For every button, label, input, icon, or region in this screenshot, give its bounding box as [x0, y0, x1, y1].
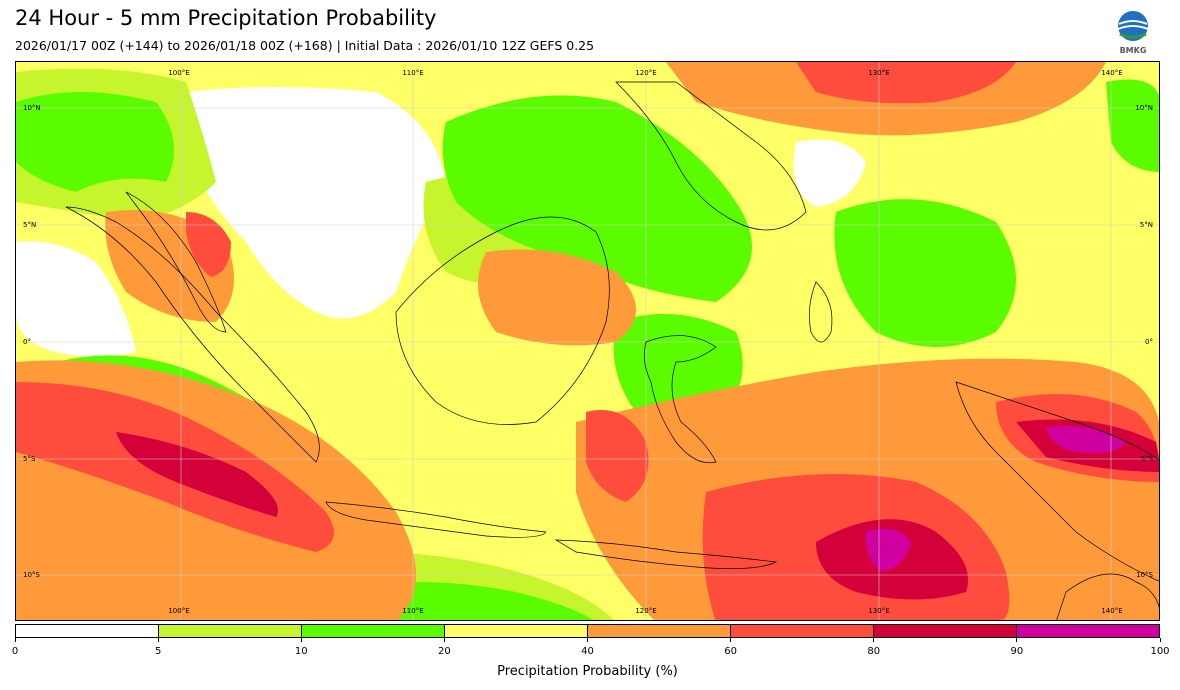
- map-gridlines: [16, 62, 1159, 620]
- colorbar-tick-label: 5: [154, 646, 162, 657]
- lat-label-right: 0°: [1145, 338, 1153, 346]
- colorbar-segment: [16, 625, 159, 637]
- coast-malaya: [125, 191, 227, 333]
- field-10-20-ne-corner: [1106, 79, 1159, 172]
- map-canvas: 100°E 110°E 120°E 130°E 140°E 100°E 110°…: [16, 62, 1159, 620]
- precipitation-map[interactable]: 100°E 110°E 120°E 130°E 140°E 100°E 110°…: [15, 61, 1160, 621]
- lat-label-right: 10°S: [1136, 571, 1153, 579]
- lon-label-top: 110°E: [402, 69, 423, 77]
- lat-label-left: 5°S: [23, 455, 36, 463]
- colorbar-tick-mark: [1159, 638, 1161, 642]
- lon-label-top: 100°E: [168, 69, 189, 77]
- field-90-100-timor: [865, 528, 911, 572]
- field-60-80-malaya: [186, 212, 231, 277]
- lon-label-bottom: 100°E: [168, 607, 189, 615]
- colorbar-segment: [874, 625, 1017, 637]
- coast-philippines: [615, 81, 807, 231]
- coast-borneo: [395, 216, 610, 425]
- field-0-5-andaman: [16, 241, 136, 357]
- colorbar-tick-mark: [157, 638, 159, 642]
- lon-label-top: 140°E: [1101, 69, 1122, 77]
- logo-text: BMKG: [1120, 46, 1147, 55]
- coast-papua: [955, 381, 1159, 582]
- coast-sulawesi: [644, 335, 717, 464]
- field-80-90-java-sea: [116, 432, 278, 517]
- colorbar-tick-label: 100: [1150, 646, 1170, 657]
- lat-label-right: 10°N: [1135, 104, 1153, 112]
- colorbar-tick-label: 90: [1010, 646, 1024, 657]
- lon-label-bottom: 140°E: [1101, 607, 1122, 615]
- colorbar-segment: [159, 625, 302, 637]
- colorbar-tick-mark: [730, 638, 732, 642]
- colorbar-tick-label: 60: [724, 646, 737, 657]
- colorbar-label: Precipitation Probability (%): [497, 664, 678, 679]
- lat-label-right: 5°S: [1141, 455, 1154, 463]
- bmkg-logo-icon: BMKG: [1117, 11, 1149, 55]
- colorbar-segment: [588, 625, 731, 637]
- coast-nusa-tenggara: [554, 539, 778, 569]
- colorbar-segment: [1017, 625, 1159, 637]
- colorbar-segment: [731, 625, 874, 637]
- field-10-20-east: [834, 199, 1016, 347]
- colorbar-segment: [445, 625, 588, 637]
- colorbar-tick-mark: [443, 638, 445, 642]
- lon-label-bottom: 120°E: [635, 607, 656, 615]
- colorbar-tick-label: 10: [294, 646, 308, 657]
- field-40-60-borneo: [478, 249, 636, 346]
- lat-label-left: 10°N: [23, 104, 41, 112]
- colorbar-tick-label: 0: [11, 646, 19, 657]
- coastlines: [65, 81, 1159, 620]
- colorbar-tick-mark: [1016, 638, 1018, 642]
- coast-java: [325, 501, 547, 538]
- lon-label-top: 130°E: [868, 69, 889, 77]
- colorbar-tick-label: 80: [867, 646, 881, 657]
- coast-halmahera: [809, 281, 833, 343]
- field-0-5-east: [793, 139, 866, 207]
- coast-sumatra: [65, 206, 320, 463]
- axis-labels: 100°E 110°E 120°E 130°E 140°E 100°E 110°…: [23, 69, 1154, 615]
- lat-label-left: 5°N: [23, 221, 36, 229]
- field-10-20-borneo-north: [442, 95, 752, 302]
- colorbar: [15, 624, 1160, 638]
- colorbar-tick-mark: [300, 638, 302, 642]
- lon-label-top: 120°E: [635, 69, 656, 77]
- field-10-20-north: [16, 92, 174, 192]
- field-0-5-south-china-sea: [184, 87, 446, 319]
- chart-subtitle: 2026/01/17 00Z (+144) to 2026/01/18 00Z …: [15, 38, 595, 53]
- colorbar-segment: [302, 625, 445, 637]
- coast-australia: [1056, 573, 1159, 620]
- lon-label-bottom: 130°E: [868, 607, 889, 615]
- colorbar-tick-label: 20: [438, 646, 451, 657]
- lat-label-left: 0°: [23, 338, 31, 346]
- lat-label-left: 10°S: [23, 571, 40, 579]
- chart-title: 24 Hour - 5 mm Precipitation Probability: [15, 6, 437, 30]
- colorbar-tick-label: 40: [581, 646, 594, 657]
- colorbar-tick-mark: [873, 638, 875, 642]
- field-60-80-makassar: [586, 410, 649, 502]
- field-60-80-north-east: [796, 62, 1016, 104]
- colorbar-tick-mark: [587, 638, 588, 642]
- lat-label-right: 5°N: [1140, 221, 1153, 229]
- colorbar-tick-mark: [14, 638, 16, 642]
- lon-label-bottom: 110°E: [402, 607, 423, 615]
